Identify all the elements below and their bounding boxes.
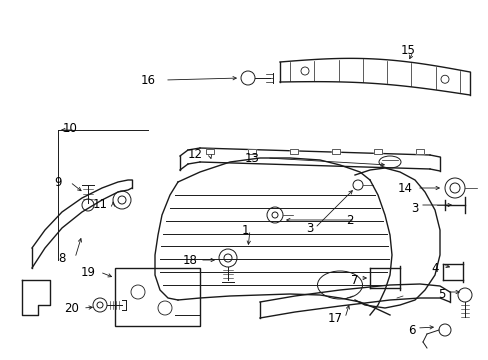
Text: 3: 3 bbox=[410, 202, 418, 215]
Text: 12: 12 bbox=[187, 148, 202, 162]
Text: 15: 15 bbox=[400, 44, 415, 57]
Text: 8: 8 bbox=[58, 252, 65, 265]
Bar bbox=[373, 149, 381, 154]
Text: 5: 5 bbox=[437, 288, 445, 302]
Bar bbox=[205, 149, 214, 154]
Bar bbox=[247, 149, 256, 154]
Bar bbox=[289, 149, 297, 154]
Bar bbox=[373, 149, 381, 154]
Text: 20: 20 bbox=[64, 302, 79, 315]
Bar bbox=[289, 149, 297, 154]
Text: 2: 2 bbox=[346, 213, 353, 226]
Bar bbox=[415, 149, 423, 154]
Text: 16: 16 bbox=[140, 73, 155, 86]
Bar bbox=[331, 149, 339, 154]
Text: 9: 9 bbox=[54, 175, 61, 189]
Text: 13: 13 bbox=[244, 152, 259, 165]
Text: 10: 10 bbox=[62, 122, 77, 135]
Text: 4: 4 bbox=[430, 261, 438, 274]
Text: 7: 7 bbox=[350, 274, 358, 287]
Text: 18: 18 bbox=[182, 253, 197, 266]
Text: 6: 6 bbox=[407, 324, 415, 337]
Text: 3: 3 bbox=[305, 221, 313, 234]
Text: 17: 17 bbox=[327, 311, 342, 324]
Text: 11: 11 bbox=[92, 198, 107, 211]
Bar bbox=[115, 268, 200, 326]
Bar bbox=[331, 149, 339, 154]
Bar bbox=[205, 149, 214, 154]
Text: 14: 14 bbox=[397, 181, 412, 194]
Bar bbox=[415, 149, 423, 154]
Bar bbox=[247, 149, 256, 154]
Text: 19: 19 bbox=[81, 266, 95, 279]
Text: 1: 1 bbox=[241, 224, 248, 237]
